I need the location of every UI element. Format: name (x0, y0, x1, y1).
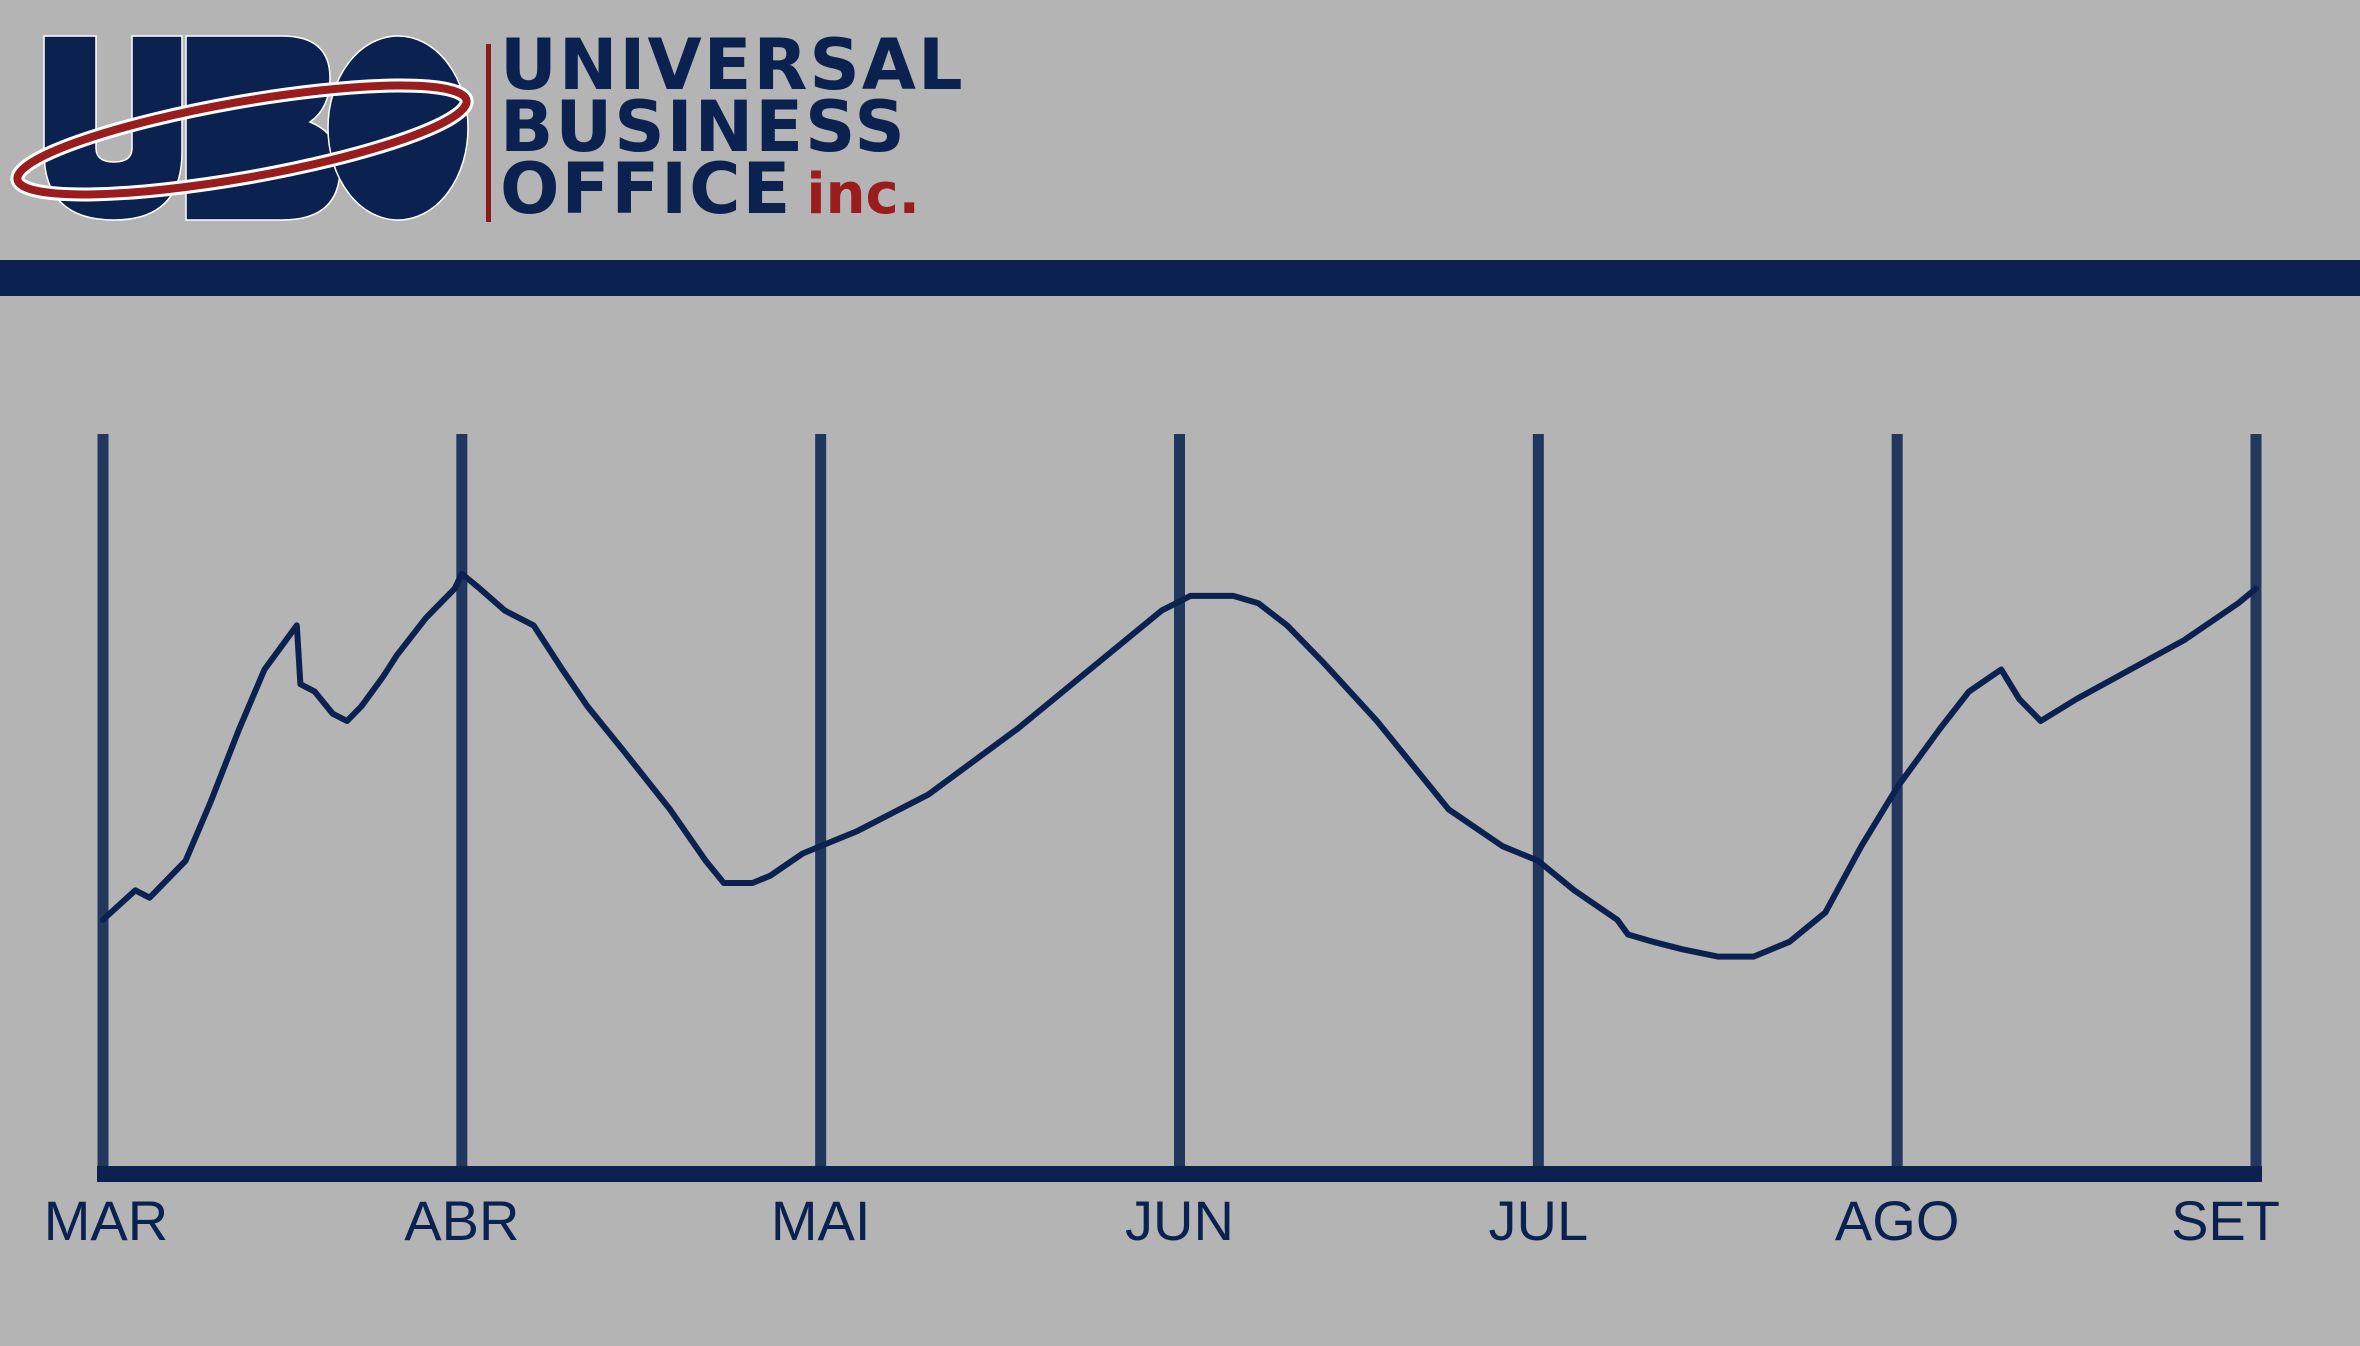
brand-line-3-text: OFFICE (500, 148, 793, 230)
series-line-0 (100, 570, 2259, 960)
ubo-logo-mark (10, 35, 474, 221)
series-group (100, 570, 2259, 960)
line-chart: MAR ABR MAI JUN JUL AGO SET (44, 434, 2280, 1252)
x-tick-label-mar: MAR (44, 1189, 168, 1252)
x-tick-label-jul: JUL (1489, 1189, 1589, 1252)
x-tick-label-jun: JUN (1125, 1189, 1234, 1252)
gridlines (97, 434, 2262, 1168)
brand-name: UNIVERSAL BUSINESS OFFICE inc. (500, 24, 965, 227)
logo-divider (486, 44, 491, 222)
brand-line-2: BUSINESS (500, 86, 907, 168)
x-tick-label-abr: ABR (404, 1189, 519, 1252)
brand-line-1: UNIVERSAL (500, 24, 965, 106)
brand-suffix: inc. (806, 162, 920, 227)
x-tick-label-ago: AGO (1835, 1189, 1959, 1252)
x-tick-label-mai: MAI (771, 1189, 871, 1252)
ubo-logo (10, 35, 474, 221)
header: UNIVERSAL BUSINESS OFFICE inc. (0, 0, 2360, 260)
header-bar (0, 260, 2360, 296)
x-tick-label-set: SET (2171, 1189, 2280, 1252)
brand-line-3: OFFICE inc. (500, 154, 965, 227)
x-tick-labels: MAR ABR MAI JUN JUL AGO SET (44, 1189, 2280, 1252)
